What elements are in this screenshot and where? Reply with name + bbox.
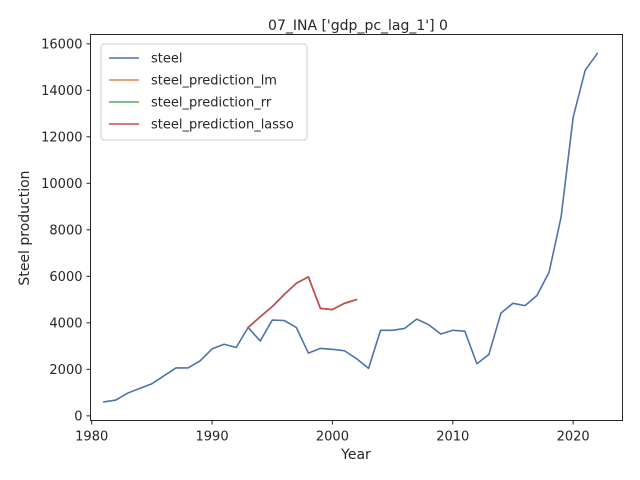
- chart-title: 07_INA ['gdp_pc_lag_1'] 0: [268, 18, 448, 34]
- x-axis-label: Year: [340, 447, 371, 463]
- legend-label-steel-prediction-rr: steel_prediction_rr: [151, 96, 272, 111]
- y-tick-label: 16000: [41, 37, 82, 52]
- legend-box: [100, 43, 308, 141]
- x-tick-label: 2020: [557, 430, 590, 445]
- x-tick-label: 2010: [436, 430, 469, 445]
- series-line-steel-prediction-lasso: [247, 275, 358, 329]
- x-tick-label: 1990: [196, 430, 229, 445]
- legend-label-steel: steel: [151, 52, 182, 67]
- y-tick-label: 6000: [49, 270, 82, 285]
- y-tick-label: 10000: [41, 177, 82, 192]
- series-line-steel: [102, 52, 599, 403]
- legend-label-steel-prediction-lm: steel_prediction_lm: [151, 74, 277, 89]
- y-tick-label: 4000: [49, 316, 82, 331]
- plot-lines: [102, 52, 599, 403]
- series-line-steel-prediction-lm: [247, 275, 358, 329]
- y-tick-label: 14000: [41, 84, 82, 99]
- x-tick-label: 2000: [316, 430, 349, 445]
- y-tick-label: 12000: [41, 130, 82, 145]
- y-tick-label: 0: [74, 409, 82, 424]
- series-line-steel-prediction-rr: [247, 275, 358, 329]
- x-tick-label: 1980: [75, 430, 108, 445]
- legend: steel steel_prediction_lm steel_prediction…: [100, 43, 308, 141]
- plot-frame: [90, 34, 623, 421]
- x-axis-ticks: 1980 1990 2000 2010 2020: [75, 420, 590, 445]
- legend-label-steel-prediction-lasso: steel_prediction_lasso: [151, 118, 294, 133]
- y-axis-label: Steel production: [17, 170, 33, 285]
- y-tick-label: 8000: [49, 223, 82, 238]
- y-axis-ticks: 0 2000 4000 6000 8000 10000 12000 14000 16000: [41, 37, 91, 424]
- y-tick-label: 2000: [49, 363, 82, 378]
